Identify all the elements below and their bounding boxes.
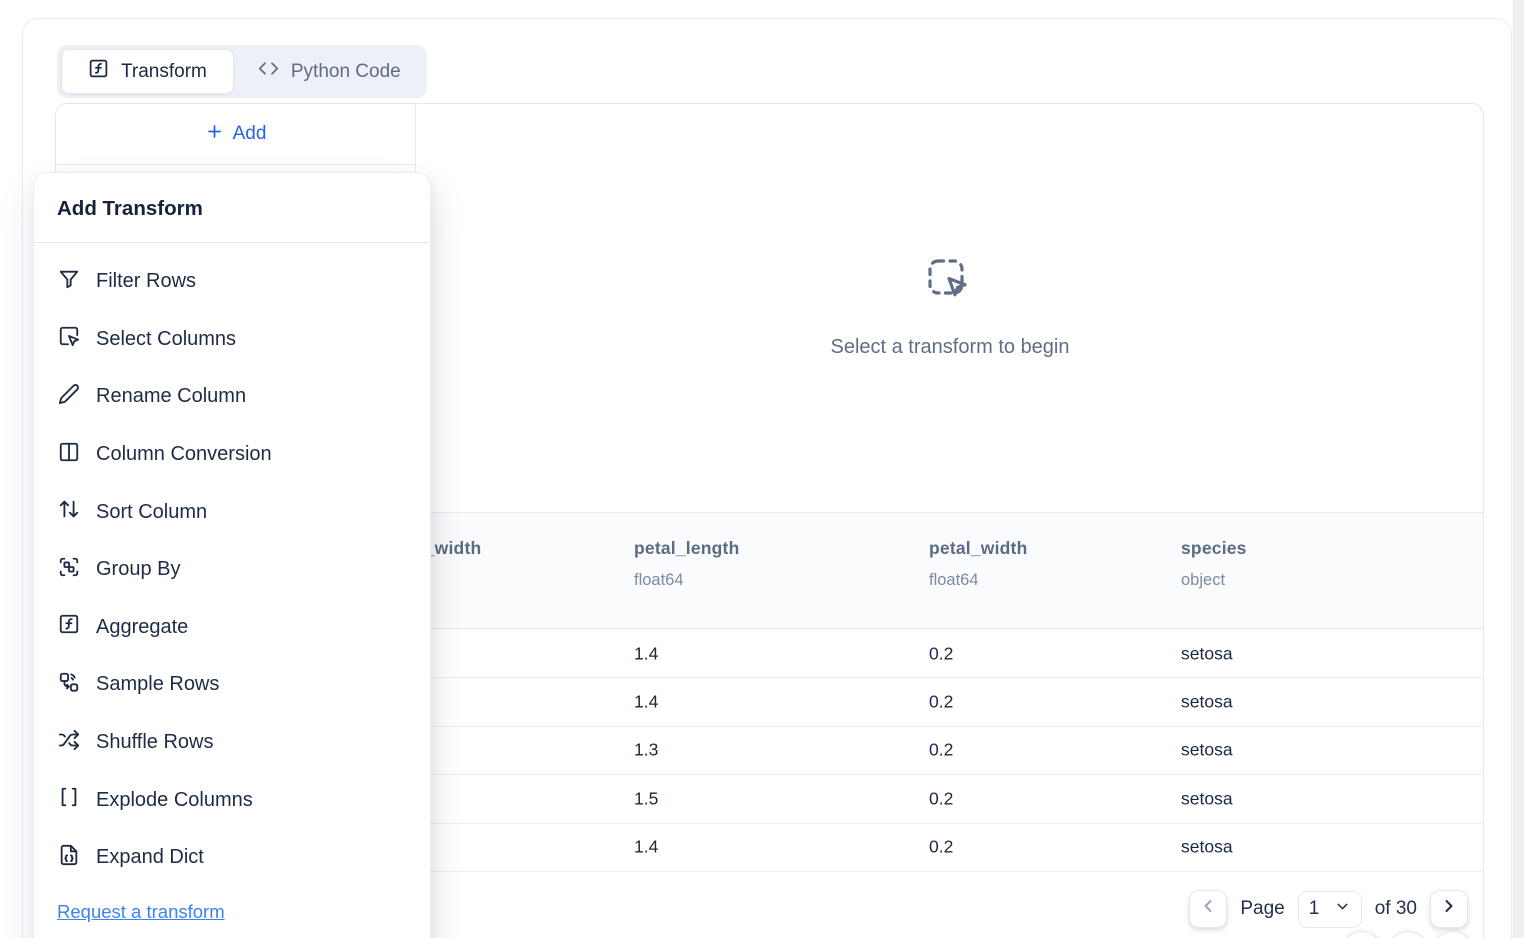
funnel-icon: [58, 268, 80, 296]
add-transform-button[interactable]: Add: [205, 122, 267, 147]
brackets-icon: [58, 786, 80, 814]
cell-petal-length: 1.4: [634, 643, 659, 664]
menu-item-sample-rows[interactable]: Sample Rows: [34, 656, 430, 714]
cell-petal-length: 1.4: [634, 836, 659, 857]
prev-page-button[interactable]: [1189, 890, 1228, 928]
menu-items: Filter Rows Select Columns Rename Column…: [34, 243, 430, 937]
menu-item-label: Explode Columns: [96, 788, 253, 811]
menu-item-label: Sort Column: [96, 500, 208, 523]
chevron-down-icon: [1334, 898, 1351, 921]
cell-petal-width: 0.2: [929, 739, 954, 760]
cell-species: setosa: [1181, 836, 1233, 857]
cell-petal-width: 0.2: [929, 788, 954, 809]
group-icon: [58, 556, 80, 584]
transform-list-header: Add: [56, 104, 415, 165]
request-transform-link[interactable]: Request a transform: [57, 900, 225, 922]
menu-item-label: Group By: [96, 558, 181, 581]
add-transform-label: Add: [232, 123, 267, 144]
column-dtype-petal-width: float64: [929, 571, 979, 589]
menu-title: Add Transform: [34, 173, 430, 243]
table-body: 1.4 0.2 setosa 1.4 0.2 setosa 1.3 0.2 se…: [56, 630, 1483, 872]
chevron-right-icon: [1439, 896, 1459, 922]
cell-species: setosa: [1181, 788, 1233, 809]
column-dtype-petal-length: float64: [634, 571, 684, 589]
cell-petal-width: 0.2: [929, 836, 954, 857]
menu-item-expand-dict[interactable]: Expand Dict: [34, 829, 430, 887]
view-tabs: Transform Python Code: [57, 45, 427, 98]
cell-petal-width: 0.2: [929, 643, 954, 664]
add-transform-menu: Add Transform Filter Rows Select Columns…: [33, 172, 431, 938]
menu-item-sort-column[interactable]: Sort Column: [34, 483, 430, 541]
menu-item-explode-columns[interactable]: Explode Columns: [34, 771, 430, 829]
empty-state: Select a transform to begin: [416, 104, 1484, 512]
menu-item-label: Select Columns: [96, 327, 237, 350]
menu-item-label: Expand Dict: [96, 846, 204, 869]
table-row: 1.4 0.2 setosa: [56, 678, 1483, 727]
cell-species: setosa: [1181, 643, 1233, 664]
expand-dict-icon: [58, 844, 80, 872]
sample-icon: [58, 671, 80, 699]
function-square-icon: [58, 613, 80, 641]
tab-transform[interactable]: Transform: [61, 49, 234, 94]
menu-item-label: Sample Rows: [96, 673, 220, 696]
column-header-species: species: [1181, 538, 1247, 558]
columns-icon: [58, 441, 80, 469]
scrollbar[interactable]: [1513, 0, 1524, 938]
menu-item-request-transform: Request a transform: [34, 887, 430, 937]
menu-item-label: Filter Rows: [96, 270, 197, 293]
cell-species: setosa: [1181, 739, 1233, 760]
page-label: Page: [1240, 898, 1285, 919]
page-number-value: 1: [1308, 898, 1320, 919]
cell-petal-length: 1.3: [634, 739, 659, 760]
table-row: 1.3 0.2 setosa: [56, 727, 1483, 776]
table-row: 1.4 0.2 setosa: [56, 630, 1483, 679]
column-dtype-species: object: [1181, 571, 1226, 589]
menu-item-select-columns[interactable]: Select Columns: [34, 311, 430, 369]
dashed-select-cursor-icon: [926, 257, 974, 310]
shuffle-icon: [58, 729, 80, 757]
page-number-select[interactable]: 1: [1297, 890, 1362, 928]
tab-python-code-label: Python Code: [290, 60, 401, 82]
pencil-icon: [58, 383, 80, 411]
menu-item-rename-column[interactable]: Rename Column: [34, 368, 430, 426]
column-header-petal-width: petal_width: [929, 538, 1028, 558]
menu-item-filter-rows[interactable]: Filter Rows: [34, 253, 430, 311]
column-header-petal-length: petal_length: [634, 538, 740, 558]
cell-petal-length: 1.5: [634, 788, 659, 809]
menu-item-group-by[interactable]: Group By: [34, 541, 430, 599]
tab-python-code[interactable]: Python Code: [236, 49, 423, 94]
chevron-left-icon: [1198, 896, 1218, 922]
cell-species: setosa: [1181, 691, 1233, 712]
menu-item-aggregate[interactable]: Aggregate: [34, 599, 430, 657]
plus-icon: [205, 122, 224, 147]
code-icon: [258, 58, 279, 85]
empty-state-text: Select a transform to begin: [830, 336, 1070, 358]
page-total-label: of 30: [1374, 898, 1417, 919]
table-row: 1.4 0.2 setosa: [56, 824, 1483, 872]
menu-item-label: Rename Column: [96, 385, 247, 408]
cell-petal-length: 1.4: [634, 691, 659, 712]
tab-transform-label: Transform: [121, 60, 207, 82]
menu-item-shuffle-rows[interactable]: Shuffle Rows: [34, 714, 430, 772]
table-row: 1.5 0.2 setosa: [56, 775, 1483, 824]
menu-item-label: Aggregate: [96, 615, 189, 638]
menu-item-label: Shuffle Rows: [96, 731, 214, 754]
sort-arrows-icon: [58, 498, 80, 526]
menu-item-label: Column Conversion: [96, 443, 272, 466]
pagination: Page 1 of 30: [1189, 889, 1468, 929]
menu-item-column-conversion[interactable]: Column Conversion: [34, 426, 430, 484]
select-columns-icon: [58, 325, 80, 353]
cell-petal-width: 0.2: [929, 691, 954, 712]
next-page-button[interactable]: [1430, 890, 1468, 928]
function-square-icon: [88, 58, 109, 85]
